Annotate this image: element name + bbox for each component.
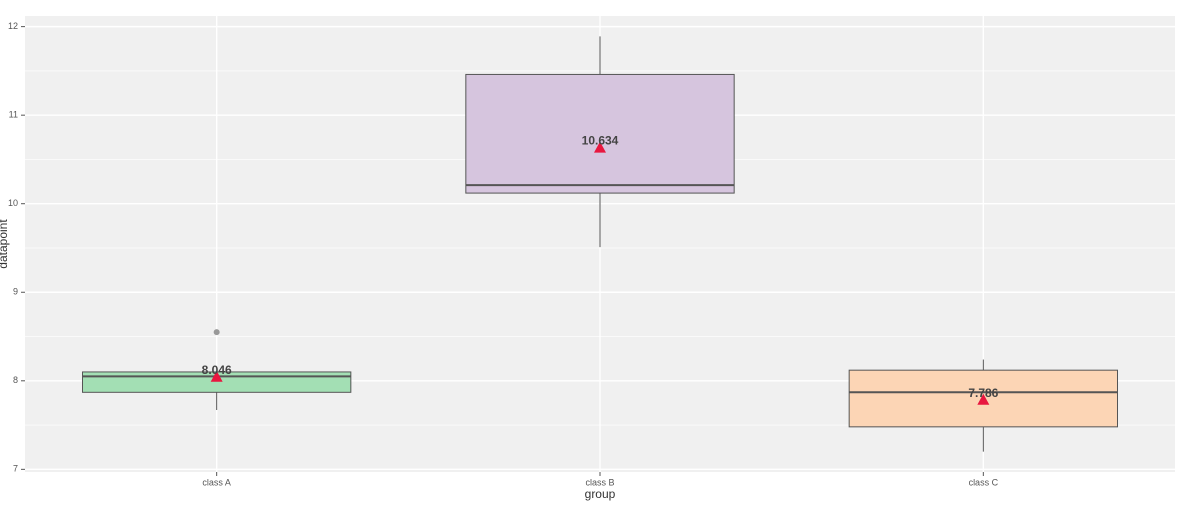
y-tick-label: 10 bbox=[8, 198, 18, 208]
x-tick-label: class A bbox=[202, 477, 231, 487]
mean-marker bbox=[977, 393, 990, 405]
box bbox=[465, 73, 735, 194]
y-axis-label: datapoint bbox=[0, 219, 10, 269]
y-tick-label: 7 bbox=[13, 464, 18, 474]
x-tick-label: class C bbox=[969, 477, 999, 487]
y-tick-label: 9 bbox=[13, 287, 18, 297]
y-tick-label: 12 bbox=[8, 21, 18, 31]
mean-label: 8.046 bbox=[202, 363, 232, 377]
outlier bbox=[213, 329, 220, 336]
mean-marker bbox=[210, 370, 223, 382]
mean-label: 10.634 bbox=[582, 134, 619, 148]
y-tick-label: 8 bbox=[13, 375, 18, 385]
x-axis-label: group bbox=[585, 487, 616, 501]
x-tick-label: class B bbox=[585, 477, 614, 487]
mean-marker bbox=[594, 141, 606, 153]
mean-label: 7.786 bbox=[968, 386, 998, 400]
y-tick-label: 11 bbox=[9, 110, 18, 120]
